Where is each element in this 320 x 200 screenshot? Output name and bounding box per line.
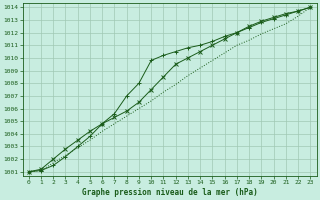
X-axis label: Graphe pression niveau de la mer (hPa): Graphe pression niveau de la mer (hPa): [82, 188, 258, 197]
